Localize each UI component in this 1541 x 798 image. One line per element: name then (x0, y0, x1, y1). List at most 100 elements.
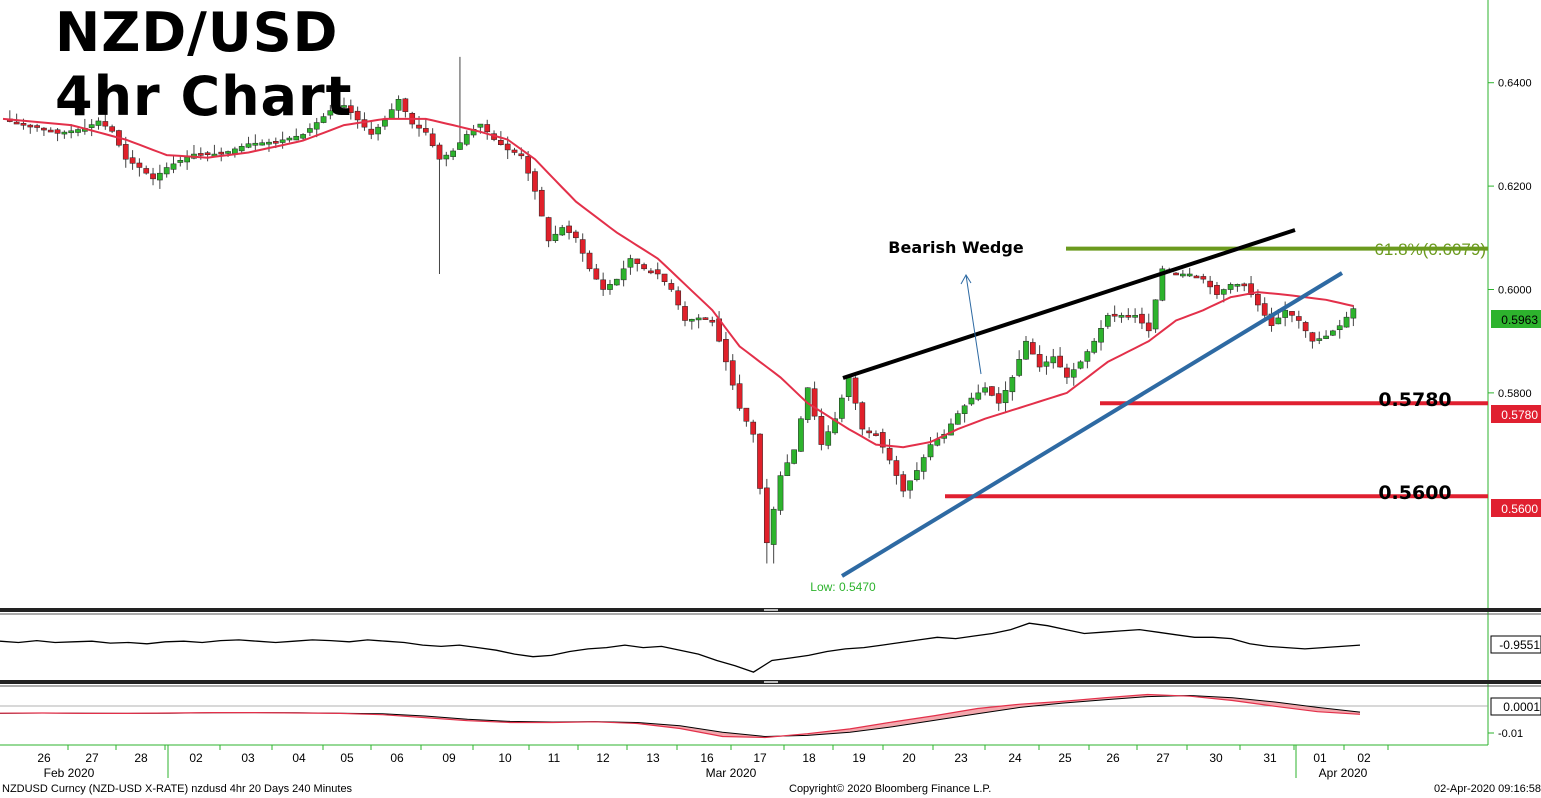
candle-body (259, 142, 266, 146)
low-label: Low: 0.5470 (810, 580, 876, 594)
candle-body (1043, 361, 1050, 367)
candle-body (1186, 273, 1193, 277)
candle-body (1336, 325, 1343, 330)
candle-body (729, 360, 736, 386)
candle-body (914, 470, 920, 480)
candle-body (525, 156, 531, 174)
candle-body (416, 124, 422, 129)
level-1-label: 0.5780 (1378, 389, 1451, 411)
candle-body (504, 143, 511, 151)
svg-text:0.5963: 0.5963 (1501, 313, 1538, 327)
candle-body (1248, 283, 1254, 295)
candle-body (675, 290, 682, 306)
x-tick-label: 06 (390, 751, 404, 765)
candle-body (1316, 338, 1323, 341)
candle-body (532, 171, 538, 192)
panel-drag-handle[interactable] (764, 681, 778, 683)
x-tick-label: 30 (1209, 751, 1223, 765)
candle-body (968, 397, 975, 405)
candle-body (1002, 390, 1009, 404)
support-levels-group (945, 401, 1488, 499)
candle-body (777, 475, 784, 511)
candle-body (798, 418, 804, 452)
candle-body (1104, 315, 1111, 327)
candle-body (709, 319, 716, 323)
x-tick-label: 01 (1313, 751, 1327, 765)
x-tick-label: 04 (292, 751, 306, 765)
candle-body (770, 508, 777, 545)
panel-drag-handle[interactable] (764, 609, 778, 611)
candle-body (613, 278, 620, 286)
candle-body (866, 430, 872, 434)
candle-body (573, 231, 579, 239)
candle-body (1214, 284, 1220, 295)
candle-body (1070, 369, 1077, 378)
candle-body (634, 258, 641, 264)
candle-body (238, 146, 245, 152)
candle-body (1091, 340, 1098, 353)
candle-body (1057, 355, 1063, 368)
x-tick-label: 16 (700, 751, 714, 765)
candle-body (852, 377, 859, 404)
candle-body (1016, 359, 1023, 376)
wedge-arrow-head (960, 274, 972, 285)
candle-body (1029, 342, 1036, 355)
candle-body (450, 150, 456, 157)
candle-body (975, 392, 982, 400)
candle-body (1145, 322, 1152, 332)
candle-body (1220, 289, 1227, 295)
candle-body (784, 462, 791, 476)
candle-body (382, 119, 388, 127)
month-label-feb: Feb 2020 (44, 766, 95, 780)
candle-body (1193, 275, 1200, 279)
x-tick-label: 24 (1008, 751, 1022, 765)
svg-text:-0.9551: -0.9551 (1499, 638, 1540, 652)
candle-body (341, 105, 347, 108)
candle-body (586, 252, 593, 270)
x-tick-label: 25 (1058, 751, 1072, 765)
footer-timestamp: 02-Apr-2020 09:16:58 (1433, 783, 1541, 795)
candle-body (1350, 308, 1357, 319)
wedge-resistance-line (842, 228, 1296, 380)
level-2-label: 0.5600 (1378, 482, 1451, 504)
macd-badge: 0.0001 (1490, 697, 1541, 716)
candle-body (1084, 351, 1091, 362)
candle-body (347, 105, 354, 113)
candle-body (61, 131, 68, 135)
x-axis-ticks: 26 27 28 02 03 04 05 06 09 10 11 12 13 16 17 18 19 20 23 24… (37, 745, 1389, 765)
macd-y-tick: -0.01 (1498, 728, 1523, 740)
x-tick-label: 27 (85, 751, 99, 765)
candle-body (320, 116, 327, 123)
candle-body (552, 233, 559, 241)
candle-body (1023, 340, 1029, 360)
oscillator-line (0, 622, 1361, 673)
candle-body (989, 386, 995, 396)
candle-body (873, 433, 879, 436)
moving-average-line (2, 117, 1354, 449)
candle-body (1275, 317, 1282, 325)
candle-body (13, 121, 20, 125)
candle-body (75, 129, 81, 133)
candle-body (518, 153, 525, 157)
candle-body (1241, 283, 1248, 287)
candle-body (375, 126, 381, 135)
candle-body (811, 388, 818, 417)
candle-body (109, 126, 115, 132)
candle-body (184, 156, 190, 163)
candle-body (436, 144, 443, 160)
candle-body (1255, 293, 1261, 306)
candle-body (1064, 367, 1070, 378)
candle-body (682, 306, 688, 321)
footer-source: NZDUSD Curncy (NZD-USD X-RATE) nzdusd 4h… (2, 783, 353, 795)
candle-body (177, 160, 184, 163)
candle-body (600, 279, 607, 290)
x-tick-label: 23 (954, 751, 968, 765)
candle-body (477, 123, 484, 128)
candle-body (1111, 313, 1118, 317)
candle-body (668, 283, 675, 290)
candle-body (1323, 335, 1329, 339)
candle-body (334, 107, 341, 111)
candle-body (920, 457, 927, 472)
candle-body (429, 133, 436, 147)
y-tick-label: 0.5800 (1498, 388, 1532, 400)
